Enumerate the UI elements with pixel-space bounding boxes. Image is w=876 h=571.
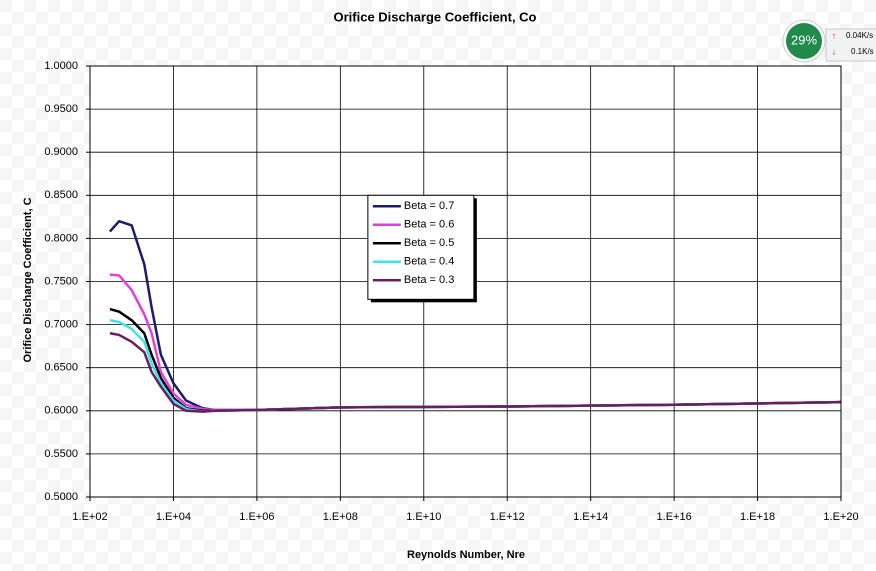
y-tick-label: 0.8000 <box>44 232 78 244</box>
down-arrow: ↓ <box>832 46 837 56</box>
series-line <box>109 331 842 413</box>
y-tick-label: 0.5000 <box>44 491 78 503</box>
y-tick-label: 0.5500 <box>44 448 78 460</box>
cpu-percent: 29% <box>791 32 817 47</box>
upload-speed: 0.04K/s <box>846 31 873 40</box>
speed-box <box>825 28 876 62</box>
legend-label: Beta = 0.3 <box>404 274 454 286</box>
x-axis-label: Reynolds Number, Nre <box>407 549 525 561</box>
chart-title: Orifice Discharge Coefficient, Co <box>334 9 537 24</box>
y-tick-label: 0.7000 <box>44 319 78 331</box>
x-tick-label: 1.E+04 <box>156 511 191 523</box>
net-monitor[interactable]: 29% ↑ ↓ 0.04K/s 0.1K/s <box>782 19 876 63</box>
legend-label: Beta = 0.6 <box>404 219 454 231</box>
x-tick-label: 1.E+06 <box>239 511 274 523</box>
up-arrow: ↑ <box>832 30 837 40</box>
y-tick-label: 0.9500 <box>44 103 78 115</box>
legend-label: Beta = 0.4 <box>404 256 454 268</box>
x-tick-label: 1.E+10 <box>406 511 441 523</box>
badge <box>786 23 822 59</box>
legend-label: Beta = 0.5 <box>404 237 454 249</box>
y-tick-label: 0.8500 <box>44 189 78 201</box>
legend-label: Beta = 0.7 <box>404 200 454 212</box>
y-tick-label: 1.0000 <box>44 60 78 72</box>
y-tick-label: 0.6500 <box>44 362 78 374</box>
x-tick-label: 1.E+14 <box>573 511 608 523</box>
x-tick-label: 1.E+08 <box>323 511 358 523</box>
x-tick-label: 1.E+12 <box>490 511 525 523</box>
legend-box <box>367 194 475 300</box>
y-tick-label: 0.7500 <box>44 275 78 287</box>
y-axis-label: Orifice Discharge Coefficient, C <box>22 197 34 362</box>
x-tick-label: 1.E+18 <box>740 511 775 523</box>
y-tick-label: 0.6000 <box>44 405 78 417</box>
download-speed: 0.1K/s <box>851 47 874 56</box>
y-tick-label: 0.9000 <box>44 146 78 158</box>
x-tick-label: 1.E+16 <box>657 511 692 523</box>
x-tick-label: 1.E+20 <box>823 511 858 523</box>
x-tick-label: 1.E+02 <box>72 511 107 523</box>
